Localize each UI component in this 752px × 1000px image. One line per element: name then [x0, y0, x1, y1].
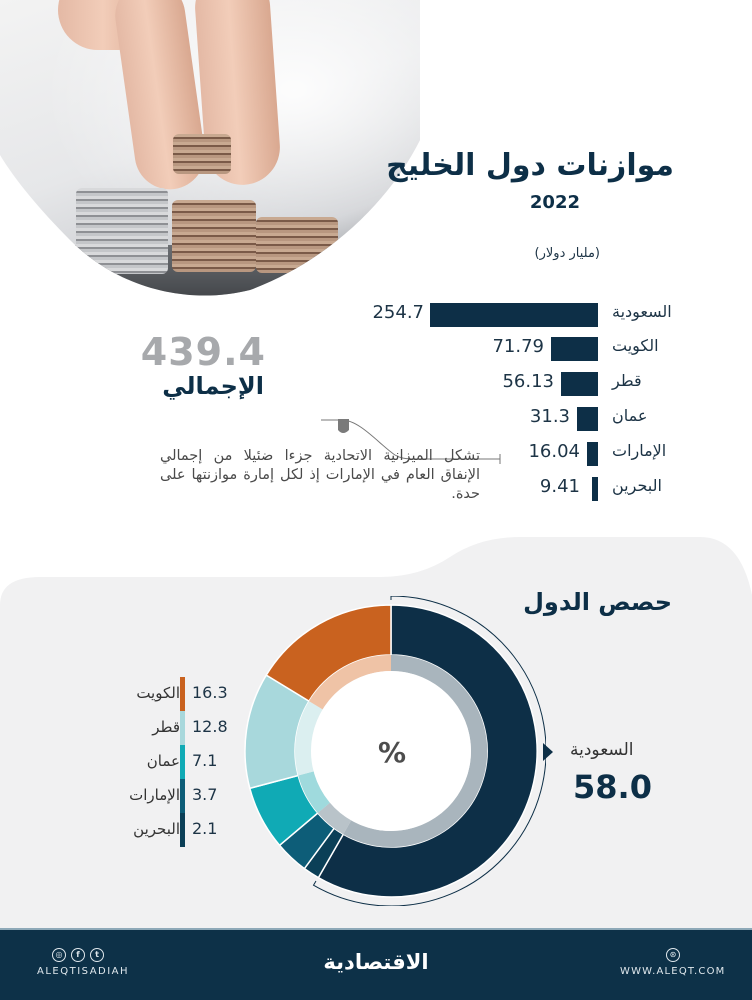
- page-year: 2022: [529, 192, 580, 213]
- legend-item: الإمارات 3.7: [108, 779, 248, 813]
- bar: [592, 477, 598, 501]
- bar-row: الكويت 71.79: [0, 334, 752, 362]
- social-handle[interactable]: ALEQTISADIAH: [37, 966, 130, 977]
- bar-label: الكويت: [612, 336, 659, 355]
- uae-note: تشكل الميزانية الاتحادية جزءا ضئيلا من إ…: [160, 448, 480, 502]
- saudi-share-label: السعودية: [570, 740, 634, 760]
- legend-value: 3.7: [192, 785, 218, 804]
- bar: [551, 337, 598, 361]
- bar-row: الإمارات 16.04: [0, 439, 752, 467]
- shares-title: حصص الدول: [523, 588, 672, 616]
- footer: ◎ f t ALEQTISADIAH الاقتصادية ⊛ WWW.ALEQ…: [0, 928, 752, 1000]
- shares-donut-chart: [244, 596, 546, 906]
- total-label: الإجمالي: [162, 372, 264, 400]
- legend-label: الإمارات: [129, 786, 180, 804]
- twitter-icon[interactable]: t: [90, 948, 104, 962]
- bar-label: عمان: [612, 406, 648, 425]
- bar-label: البحرين: [612, 476, 662, 495]
- bar: [430, 303, 598, 327]
- social-icons: ◎ f t: [52, 948, 104, 962]
- bar: [577, 407, 598, 431]
- bar-label: قطر: [612, 371, 642, 390]
- legend-swatch: [180, 745, 185, 779]
- photo-coin-stack: [173, 134, 231, 174]
- legend-swatch: [180, 813, 185, 847]
- donut-center-percent: %: [378, 736, 407, 769]
- saudi-pointer-icon: [543, 743, 553, 761]
- globe-icon: ⊛: [666, 948, 680, 962]
- legend-item: عمان 7.1: [108, 745, 248, 779]
- legend-swatch: [180, 779, 185, 813]
- bar-value: 56.13: [502, 371, 554, 392]
- bar-label: الإمارات: [612, 441, 667, 460]
- legend-value: 12.8: [192, 717, 228, 736]
- facebook-icon[interactable]: f: [71, 948, 85, 962]
- legend-value: 7.1: [192, 751, 218, 770]
- bar-value: 9.41: [539, 476, 580, 497]
- website-link[interactable]: WWW.ALEQT.COM: [620, 966, 726, 977]
- legend-value: 16.3: [192, 683, 228, 702]
- unit-label: (مليار دولار): [534, 246, 600, 261]
- shares-legend: الكويت 16.3 قطر 12.8 عمان 7.1 الإمارات 3…: [108, 677, 248, 847]
- legend-label: البحرين: [133, 820, 180, 838]
- legend-label: عمان: [146, 752, 180, 770]
- photo-coin-stack: [172, 200, 256, 272]
- saudi-share-value: 58.0: [573, 768, 652, 806]
- page-title: موازنات دول الخليج: [386, 148, 674, 183]
- bar-value: 31.3: [529, 406, 570, 427]
- legend-item: الكويت 16.3: [108, 677, 248, 711]
- bar-row: قطر 56.13: [0, 369, 752, 397]
- legend-swatch: [180, 677, 185, 711]
- hero-photo-coins: [0, 0, 420, 300]
- bar: [561, 372, 598, 396]
- legend-item: البحرين 2.1: [108, 813, 248, 847]
- bar-label: السعودية: [612, 302, 672, 321]
- legend-label: قطر: [152, 718, 180, 736]
- saudi-bracket: [312, 596, 546, 906]
- brand-logo: الاقتصادية: [323, 950, 429, 974]
- bar-value: 71.79: [492, 336, 544, 357]
- legend-value: 2.1: [192, 819, 218, 838]
- total-value: 439.4: [140, 330, 266, 374]
- legend-swatch: [180, 711, 185, 745]
- bar-row: السعودية 254.7: [0, 300, 752, 328]
- legend-label: الكويت: [136, 684, 180, 702]
- bar-row: عمان 31.3: [0, 404, 752, 432]
- legend-item: قطر 12.8: [108, 711, 248, 745]
- bar-value: 254.7: [372, 302, 424, 323]
- bar-row: البحرين 9.41: [0, 474, 752, 502]
- instagram-icon[interactable]: ◎: [52, 948, 66, 962]
- bar-value: 16.04: [528, 441, 580, 462]
- bar: [587, 442, 598, 466]
